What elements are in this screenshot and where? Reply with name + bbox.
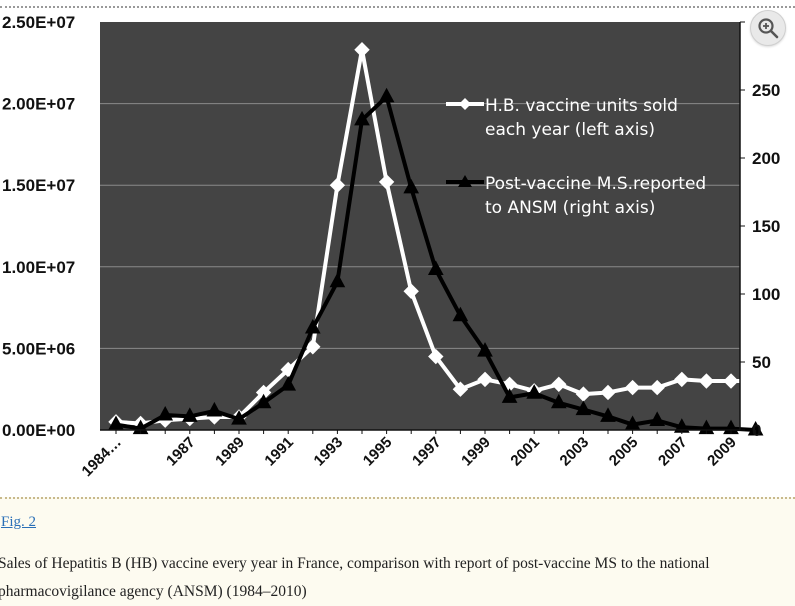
- data-point: [649, 379, 665, 396]
- data-point: [624, 379, 641, 396]
- zoom-in-icon: [758, 18, 779, 39]
- gridlines: [100, 103, 740, 349]
- data-point: [354, 110, 370, 126]
- right-y-tick-label: 200: [752, 149, 780, 168]
- top-divider: [0, 6, 795, 8]
- plot-area: [100, 22, 740, 430]
- data-point: [747, 373, 764, 389]
- data-point: [329, 272, 346, 288]
- x-tick-label: 2003: [557, 434, 593, 470]
- x-tick-label: 1991: [261, 434, 297, 470]
- data-point: [280, 376, 297, 391]
- data-point: [674, 371, 690, 388]
- figure-link[interactable]: Fig. 2: [1, 514, 37, 530]
- left-y-tick-label: 2.50E+07: [2, 13, 75, 32]
- data-point: [452, 381, 469, 397]
- legend-marker: [459, 98, 471, 110]
- x-tick-label: 1997: [409, 434, 445, 470]
- right-y-tick-label: 150: [752, 217, 780, 236]
- data-point: [698, 373, 715, 389]
- data-point: [600, 384, 616, 401]
- data-point: [181, 407, 198, 422]
- data-point: [231, 410, 247, 425]
- series-layer: [108, 42, 764, 436]
- legend-marker: [458, 175, 472, 187]
- data-point: [305, 339, 321, 355]
- data-point: [354, 42, 370, 58]
- left-y-tick-label: 2.00E+07: [2, 95, 75, 114]
- data-point: [477, 371, 493, 388]
- data-point: [427, 260, 444, 276]
- data-point: [452, 306, 469, 322]
- data-point: [378, 87, 395, 103]
- x-tick-label: 1984…: [79, 434, 125, 480]
- data-point: [206, 401, 223, 417]
- x-tick-label: 2009: [704, 434, 740, 470]
- legend-label: each year (left axis): [485, 120, 655, 140]
- data-point: [428, 348, 444, 365]
- data-point: [575, 400, 592, 416]
- series-ms-reports: [108, 87, 764, 436]
- chart: 0.00E+00 5.00E+06 1.00E+07 1.50E+07 2.00E+07…: [2, 13, 780, 480]
- data-point: [329, 177, 346, 193]
- data-point: [723, 373, 739, 389]
- right-y-tick-label: 50: [752, 353, 771, 372]
- data-point: [477, 342, 493, 357]
- zoom-button[interactable]: [750, 10, 786, 46]
- data-point: [600, 407, 616, 422]
- data-point: [551, 376, 567, 393]
- x-tick-label: 2007: [655, 434, 691, 470]
- data-point: [649, 411, 666, 426]
- x-tick-label: 1993: [311, 434, 347, 470]
- x-tick-label: 1989: [212, 434, 248, 470]
- data-point: [501, 388, 518, 403]
- data-point: [403, 283, 419, 299]
- figure-divider: [0, 497, 795, 499]
- left-y-tick-label: 0.00E+00: [2, 421, 75, 440]
- legend-label: H.B. vaccine units sold: [485, 96, 678, 116]
- right-y-tick-label: 100: [752, 285, 780, 304]
- figure-caption: Sales of Hepatitis B (HB) vaccine every …: [0, 555, 710, 600]
- data-point: [255, 393, 272, 409]
- figure-panel: 0.00E+00 5.00E+06 1.00E+07 1.50E+07 2.00E+07…: [0, 0, 795, 497]
- data-point: [526, 384, 543, 399]
- left-y-tick-label: 5.00E+06: [2, 339, 75, 358]
- left-y-tick-label: 1.00E+07: [2, 258, 75, 277]
- right-y-tick-label: 250: [752, 81, 780, 100]
- legend-label: Post-vaccine M.S.reported: [485, 174, 706, 194]
- data-point: [304, 318, 321, 334]
- right-y-tick-label: 0: [752, 421, 761, 440]
- legend: H.B. vaccine units sold each year (left a…: [446, 96, 706, 218]
- data-point: [157, 405, 174, 421]
- data-point: [747, 420, 764, 436]
- x-tick-label: 1995: [360, 434, 396, 470]
- x-tick-label: 2001: [507, 434, 543, 470]
- x-tick-label: 1987: [163, 434, 199, 470]
- left-y-tick-label: 1.50E+07: [2, 176, 75, 195]
- x-tick-label: 1999: [458, 434, 494, 470]
- legend-label: to ANSM (right axis): [485, 198, 655, 218]
- data-point: [378, 174, 395, 190]
- x-tick-label: 2005: [606, 434, 642, 470]
- data-point: [403, 178, 420, 194]
- data-point: [550, 393, 567, 409]
